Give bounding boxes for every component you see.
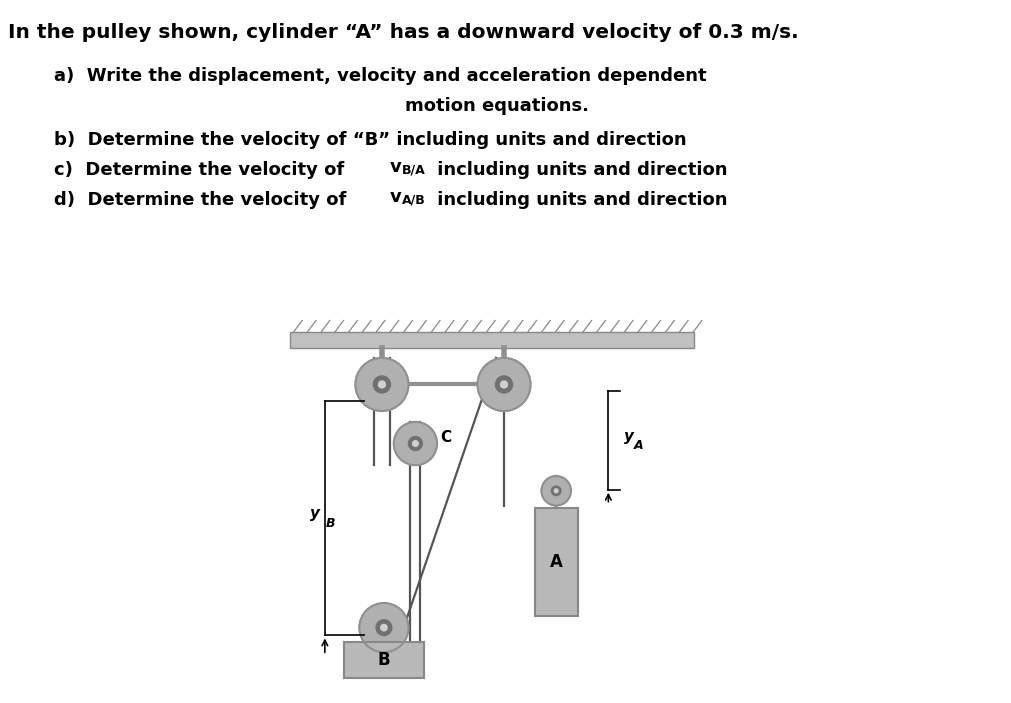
Circle shape <box>477 358 531 411</box>
Text: v: v <box>390 188 401 205</box>
Circle shape <box>495 376 513 393</box>
Text: b)  Determine the velocity of “B” including units and direction: b) Determine the velocity of “B” includi… <box>55 131 686 150</box>
Text: B: B <box>377 651 390 669</box>
Text: B/A: B/A <box>401 164 426 177</box>
Circle shape <box>376 620 392 636</box>
Circle shape <box>554 489 558 493</box>
Text: including units and direction: including units and direction <box>431 161 728 179</box>
Circle shape <box>359 603 408 652</box>
Circle shape <box>355 358 408 411</box>
Text: C: C <box>440 430 451 445</box>
Bar <box>535 508 578 616</box>
Bar <box>344 643 425 678</box>
Text: including units and direction: including units and direction <box>431 191 728 209</box>
Circle shape <box>542 476 571 505</box>
Text: A: A <box>634 439 644 452</box>
Circle shape <box>408 437 423 451</box>
Circle shape <box>393 422 437 465</box>
Circle shape <box>381 624 387 631</box>
Text: A/B: A/B <box>401 193 426 207</box>
Text: B: B <box>326 517 336 530</box>
Text: y: y <box>310 506 319 521</box>
Text: d)  Determine the velocity of: d) Determine the velocity of <box>55 191 353 209</box>
Text: y: y <box>624 429 634 444</box>
Circle shape <box>378 381 385 388</box>
Circle shape <box>412 441 419 446</box>
Circle shape <box>551 486 561 496</box>
Text: In the pulley shown, cylinder “A” has a downward velocity of 0.3 m/s.: In the pulley shown, cylinder “A” has a … <box>8 23 799 42</box>
Text: A: A <box>550 553 562 571</box>
Bar <box>290 333 694 348</box>
Text: c)  Determine the velocity of: c) Determine the velocity of <box>55 161 351 179</box>
Text: motion equations.: motion equations. <box>405 97 589 115</box>
Circle shape <box>500 381 508 388</box>
Text: v: v <box>390 158 401 176</box>
Text: a)  Write the displacement, velocity and acceleration dependent: a) Write the displacement, velocity and … <box>55 67 707 84</box>
Circle shape <box>373 376 390 393</box>
